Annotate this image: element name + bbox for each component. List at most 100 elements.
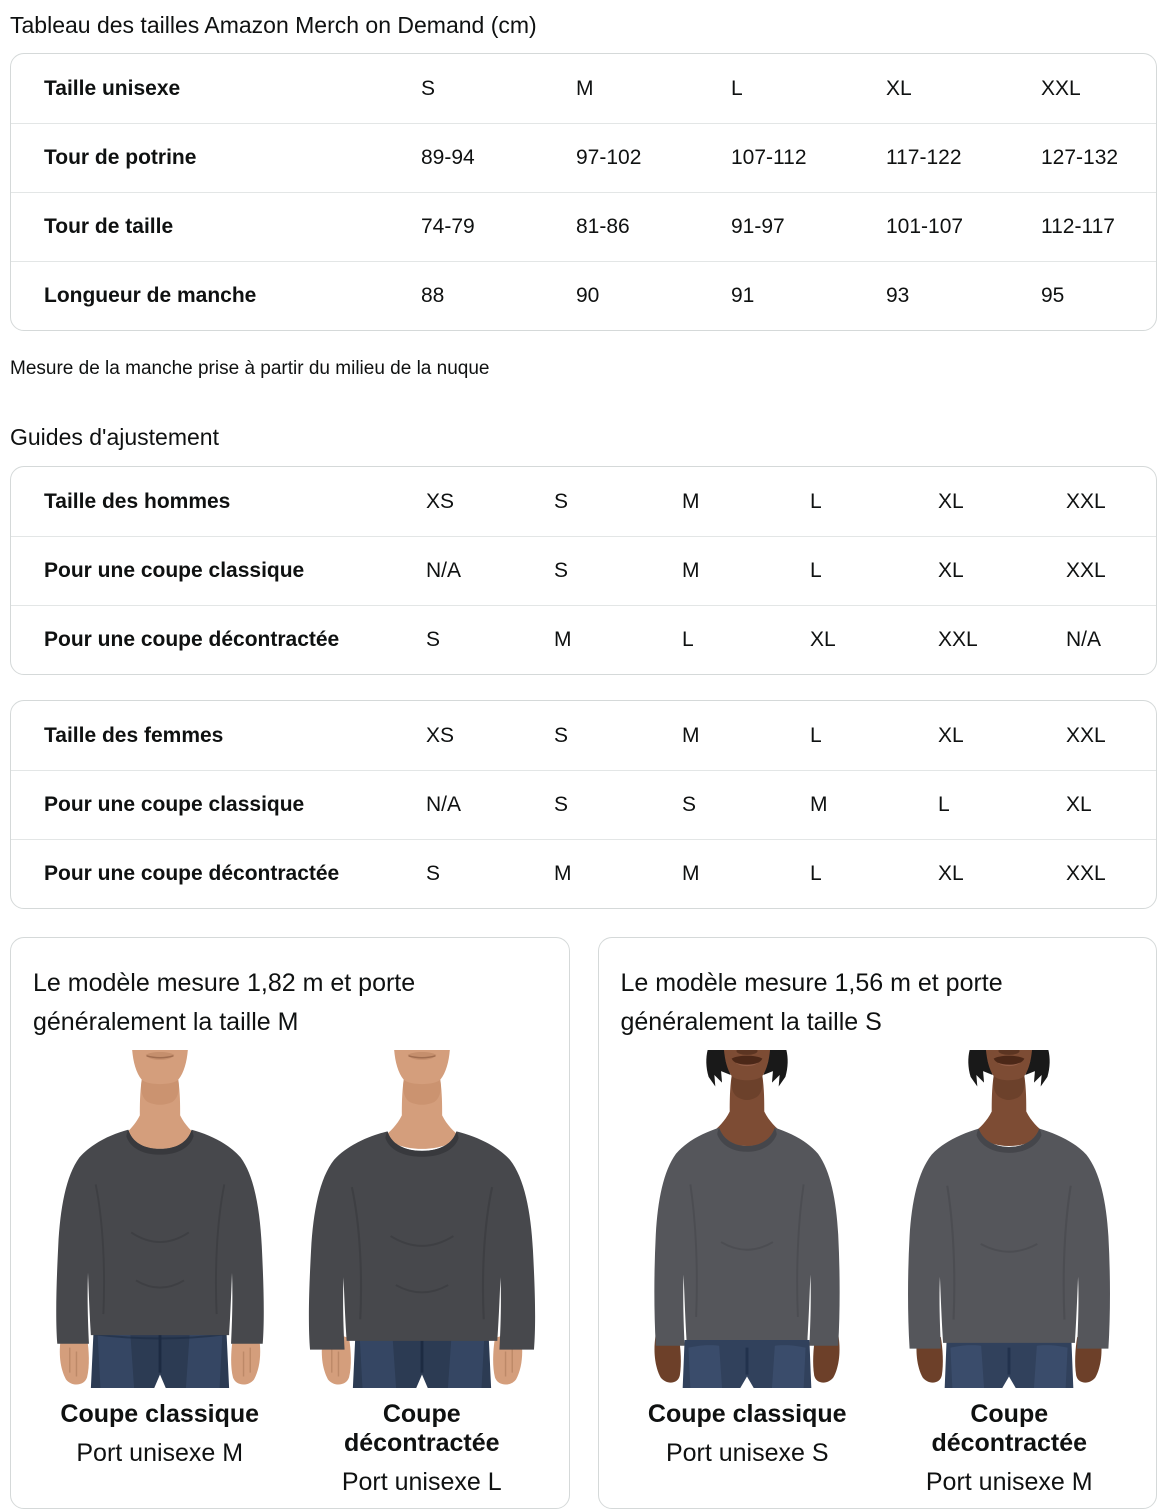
table-cell: S xyxy=(426,862,441,885)
table-cell: XL xyxy=(1066,793,1092,816)
table-cell: 89-94 xyxy=(421,146,475,169)
men-fit-table-card: Taille des hommes XS S M L XL XXL Pour une coup… xyxy=(10,466,1157,675)
table-cell: L xyxy=(810,559,822,582)
unisex-size-table-card: Taille unisexe S M L XL XXL Tour de potrine 89-… xyxy=(10,53,1157,331)
model-figure: Coupe classique Port unisexe M xyxy=(39,1050,280,1497)
figure-size-label: Port unisexe M xyxy=(76,1439,244,1467)
table-cell: 95 xyxy=(1041,284,1065,307)
table-cell: N/A xyxy=(426,559,462,582)
table-row: Pour une coupe classique N/A S S M L XL xyxy=(11,770,1156,839)
table-row: Taille des femmes XS S M L XL XXL xyxy=(11,701,1156,770)
model-figures: Coupe classique Port unisexe M Coupe déc… xyxy=(33,1050,549,1497)
model-card-women: Le modèle mesure 1,56 m et porte général… xyxy=(597,937,1157,1509)
row-label: Taille des femmes xyxy=(44,723,224,747)
table-cell: XS xyxy=(426,489,455,513)
model-photo-women-classic xyxy=(627,1050,868,1388)
model-photo-men-classic xyxy=(39,1050,280,1388)
unisex-size-table: Taille unisexe S M L XL XXL Tour de potrine 89-… xyxy=(11,54,1156,330)
page-title: Tableau des tailles Amazon Merch on Dema… xyxy=(10,12,537,38)
figure-fit-label: Coupe classique xyxy=(647,1400,847,1428)
table-cell: M xyxy=(682,559,700,582)
row-label: Pour une coupe classique xyxy=(44,559,305,582)
fit-guides-heading: Guides d'ajustement xyxy=(10,424,219,450)
table-cell: S xyxy=(554,723,569,747)
table-cell: XXL xyxy=(1066,723,1106,747)
table-cell: XL xyxy=(938,723,964,747)
table-cell: XXL xyxy=(1066,862,1106,885)
table-cell: L xyxy=(810,723,822,747)
table-row: Pour une coupe décontractée S M M L XL XXL xyxy=(11,839,1156,908)
table-row: Tour de taille 74-79 81-86 91-97 101-107 112-… xyxy=(11,192,1156,261)
table-cell: XS xyxy=(426,723,455,747)
figure-size-label: Port unisexe S xyxy=(665,1439,829,1467)
model-cards-row: Le modèle mesure 1,82 m et porte général… xyxy=(10,937,1157,1509)
table-cell: 107-112 xyxy=(731,146,807,169)
table-cell: 91-97 xyxy=(731,215,785,238)
table-row: Taille unisexe S M L XL XXL xyxy=(11,54,1156,123)
table-cell: 112-117 xyxy=(1041,215,1115,238)
row-label: Taille unisexe xyxy=(44,76,181,100)
model-figure: Coupe classique Port unisexe S xyxy=(627,1050,868,1497)
table-cell: S xyxy=(554,489,569,513)
table-cell: S xyxy=(421,76,436,100)
row-label: Tour de taille xyxy=(44,215,174,238)
men-fit-table: Taille des hommes XS S M L XL XXL Pour une coup… xyxy=(11,467,1156,674)
row-label: Pour une coupe décontractée xyxy=(44,862,340,885)
table-cell: M xyxy=(554,628,572,651)
row-label: Pour une coupe classique xyxy=(44,793,305,816)
figure-size-label: Port unisexe L xyxy=(341,1468,502,1496)
table-cell: L xyxy=(938,793,950,816)
row-label: Longueur de manche xyxy=(44,284,257,307)
table-cell: XL xyxy=(938,862,964,885)
table-cell: 74-79 xyxy=(421,215,475,238)
table-cell: XL xyxy=(886,76,912,100)
table-cell: M xyxy=(554,862,572,885)
table-cell: M xyxy=(682,723,700,747)
table-cell: S xyxy=(554,559,569,582)
table-row: Longueur de manche 88 90 91 93 95 xyxy=(11,261,1156,330)
table-cell: 91 xyxy=(731,284,755,307)
table-cell: L xyxy=(731,76,743,100)
table-cell: 90 xyxy=(576,284,600,307)
row-label: Taille des hommes xyxy=(44,489,231,513)
table-row: Pour une coupe décontractée S M L XL XXL N/A xyxy=(11,605,1156,674)
model-card-men: Le modèle mesure 1,82 m et porte général… xyxy=(10,937,570,1509)
table-cell: N/A xyxy=(1066,628,1102,651)
women-fit-table-card: Taille des femmes XS S M L XL XXL Pour une coup… xyxy=(10,700,1157,909)
table-cell: S xyxy=(554,793,569,816)
table-cell: XXL xyxy=(1066,559,1106,582)
table-cell: M xyxy=(576,76,594,100)
row-label: Pour une coupe décontractée xyxy=(44,628,340,651)
table-cell: S xyxy=(682,793,697,816)
table-row: Taille des hommes XS S M L XL XXL xyxy=(11,467,1156,536)
table-cell: 97-102 xyxy=(576,146,642,169)
table-cell: XL xyxy=(938,489,964,513)
table-cell: N/A xyxy=(426,793,462,816)
table-cell: XXL xyxy=(938,628,978,651)
row-label: Tour de potrine xyxy=(44,146,197,169)
women-fit-table: Taille des femmes XS S M L XL XXL Pour une coup… xyxy=(11,701,1156,908)
table-cell: M xyxy=(810,793,828,816)
table-row: Tour de potrine 89-94 97-102 107-112 117-122… xyxy=(11,123,1156,192)
table-cell: L xyxy=(810,489,822,513)
table-cell: 88 xyxy=(421,284,445,307)
sleeve-measure-note: Mesure de la manche prise à partir du mi… xyxy=(10,358,490,379)
table-cell: 101-107 xyxy=(886,215,964,238)
table-cell: 127-132 xyxy=(1041,146,1119,169)
figure-fit-label: Coupe décontractée xyxy=(931,1400,1088,1457)
model-photo-men-relaxed xyxy=(301,1050,542,1388)
table-cell: S xyxy=(426,628,441,651)
table-cell: 81-86 xyxy=(576,215,630,238)
model-figure: Coupe décontractée Port unisexe L xyxy=(301,1050,542,1497)
figure-fit-label: Coupe classique xyxy=(60,1400,260,1428)
table-cell: L xyxy=(682,628,694,651)
table-cell: XL xyxy=(810,628,836,651)
table-cell: XL xyxy=(938,559,964,582)
table-cell: M xyxy=(682,489,700,513)
model-description: Le modèle mesure 1,56 m et porte général… xyxy=(620,969,1003,1036)
table-cell: M xyxy=(682,862,700,885)
model-figure: Coupe décontractée Port unisexe M xyxy=(889,1050,1130,1497)
table-cell: 117-122 xyxy=(886,146,962,169)
table-cell: L xyxy=(810,862,822,885)
